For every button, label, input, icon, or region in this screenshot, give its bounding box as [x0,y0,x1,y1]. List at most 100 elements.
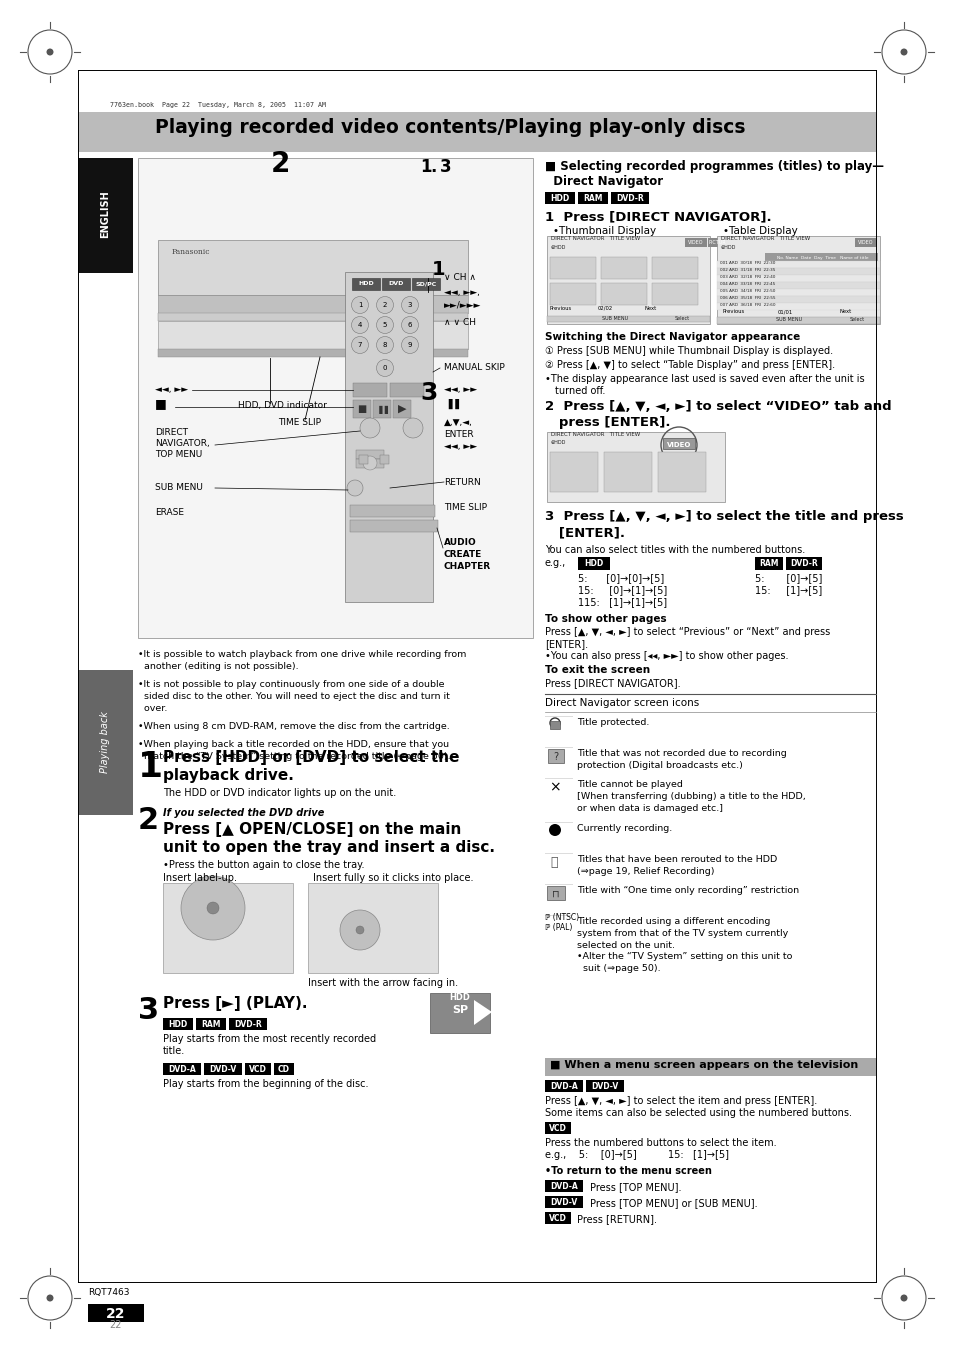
Text: TIME SLIP: TIME SLIP [443,503,486,512]
Text: ② Press [▲, ▼] to select “Table Display” and press [ENTER].: ② Press [▲, ▼] to select “Table Display”… [544,359,834,370]
Text: If you selected the DVD drive: If you selected the DVD drive [163,808,324,817]
Circle shape [47,49,53,55]
Bar [717,282,879,289]
Text: Insert fully so it clicks into place.: Insert fully so it clicks into place. [313,873,473,884]
Bar [245,1063,271,1075]
Text: DVD: DVD [388,281,403,286]
Bar [544,1196,582,1208]
Text: ▲,▼,◄,: ▲,▼,◄, [443,417,473,427]
Text: ⤸: ⤸ [550,857,557,870]
Text: Some items can also be selected using the numbered buttons.: Some items can also be selected using th… [544,1108,851,1119]
Circle shape [376,336,393,354]
Circle shape [207,902,219,915]
Bar [229,1019,267,1029]
Text: PICTUR: PICTUR [707,240,725,246]
Bar [662,438,695,449]
Text: press [ENTER].: press [ENTER]. [544,416,670,430]
Text: DVD-A: DVD-A [550,1182,578,1192]
Text: HDD, DVD indicator: HDD, DVD indicator [237,401,327,409]
Text: ■ When a menu screen appears on the television: ■ When a menu screen appears on the tele… [550,1061,858,1070]
Text: 02/02: 02/02 [597,305,612,311]
Circle shape [900,1294,906,1301]
Bar [78,112,875,153]
Text: •When playing back a title recorded on the HDD, ensure that you
  match the “TV : •When playing back a title recorded on t… [138,740,450,761]
Bar [158,349,468,357]
Bar [684,238,706,247]
Bar [78,158,132,273]
Bar [658,453,705,492]
Circle shape [351,316,368,334]
Bar [204,1063,242,1075]
Text: 115:   [1]→[1]→[5]: 115: [1]→[1]→[5] [578,597,666,607]
Bar [381,278,410,290]
Text: ∨ CH ∧: ∨ CH ∧ [443,273,476,282]
Text: Previous: Previous [550,305,572,311]
Text: NAVIGATOR,: NAVIGATOR, [154,439,210,449]
Text: CD: CD [277,1065,290,1074]
Text: playback drive.: playback drive. [163,767,294,784]
Text: •To return to the menu screen: •To return to the menu screen [544,1166,711,1175]
Bar [158,295,468,313]
Text: 5: 5 [382,322,387,328]
Bar [430,993,490,1034]
Text: CREATE: CREATE [443,550,482,559]
Circle shape [548,824,560,836]
Text: title.: title. [163,1046,185,1056]
Text: Titles that have been rerouted to the HDD
(⇒page 19, Relief Recording): Titles that have been rerouted to the HD… [577,855,777,875]
Circle shape [376,359,393,377]
Text: e.g.,    5:    [0]→[5]          15:   [1]→[5]: e.g., 5: [0]→[5] 15: [1]→[5] [544,1150,728,1161]
Text: DIRECT NAVIGATOR   TITLE VIEW: DIRECT NAVIGATOR TITLE VIEW [551,236,639,240]
Text: 2: 2 [270,150,290,178]
Circle shape [401,316,418,334]
Bar [550,453,598,492]
Text: Select: Select [675,316,689,322]
Circle shape [376,316,393,334]
Text: ⊕HDD: ⊕HDD [720,245,736,250]
Text: Next: Next [644,305,657,311]
Bar [717,267,879,276]
Text: Press [TOP MENU] or [SUB MENU].: Press [TOP MENU] or [SUB MENU]. [589,1198,757,1208]
Bar [578,557,609,570]
Text: Insert label-up.: Insert label-up. [163,873,236,884]
Text: TIME SLIP: TIME SLIP [277,417,320,427]
Bar [717,289,879,296]
Text: Play starts from the most recently recorded: Play starts from the most recently recor… [163,1034,375,1044]
Text: 3: 3 [138,996,159,1025]
Text: Press [▲ OPEN/CLOSE] on the main: Press [▲ OPEN/CLOSE] on the main [163,821,461,838]
Bar [158,240,468,295]
Text: .: . [430,158,436,176]
Text: unit to open the tray and insert a disc.: unit to open the tray and insert a disc. [163,840,495,855]
Text: SD/PC: SD/PC [415,281,436,286]
Text: 8: 8 [382,342,387,349]
Bar [544,1079,582,1092]
Text: RAM: RAM [582,195,602,203]
Text: CHAPTER: CHAPTER [443,562,491,571]
Text: Playing recorded video contents/Playing play-only discs: Playing recorded video contents/Playing … [154,118,744,136]
Bar [651,257,698,280]
Text: Play starts from the beginning of the disc.: Play starts from the beginning of the di… [163,1079,368,1089]
Text: Direct Navigator screen icons: Direct Navigator screen icons [544,698,699,708]
Text: RQT7463: RQT7463 [88,1288,130,1297]
Bar [163,1063,201,1075]
Bar [353,400,371,417]
Circle shape [181,875,245,940]
Bar [785,557,821,570]
Text: 1: 1 [138,750,163,784]
Text: ⊓: ⊓ [552,889,559,898]
Text: HDD: HDD [449,993,470,1002]
Bar [550,257,596,280]
Text: 1: 1 [419,158,431,176]
Circle shape [401,296,418,313]
Text: ◄◄, ►►,: ◄◄, ►►, [443,288,479,297]
Circle shape [347,480,363,496]
Text: RETURN: RETURN [443,478,480,486]
Text: ⊕HDD: ⊕HDD [551,245,566,250]
Text: 3  Press [▲, ▼, ◄, ►] to select the title and press: 3 Press [▲, ▼, ◄, ►] to select the title… [544,509,902,523]
Bar [308,884,437,973]
Text: ENGLISH: ENGLISH [100,190,110,238]
Text: ERASE: ERASE [154,508,184,517]
Text: Title that was not recorded due to recording
protection (Digital broadcasts etc.: Title that was not recorded due to recor… [577,748,786,770]
Text: DVD-A: DVD-A [168,1065,195,1074]
Bar [544,1212,571,1224]
Text: 2  Press [▲, ▼, ◄, ►] to select “VIDEO” tab and: 2 Press [▲, ▼, ◄, ►] to select “VIDEO” t… [544,400,891,413]
